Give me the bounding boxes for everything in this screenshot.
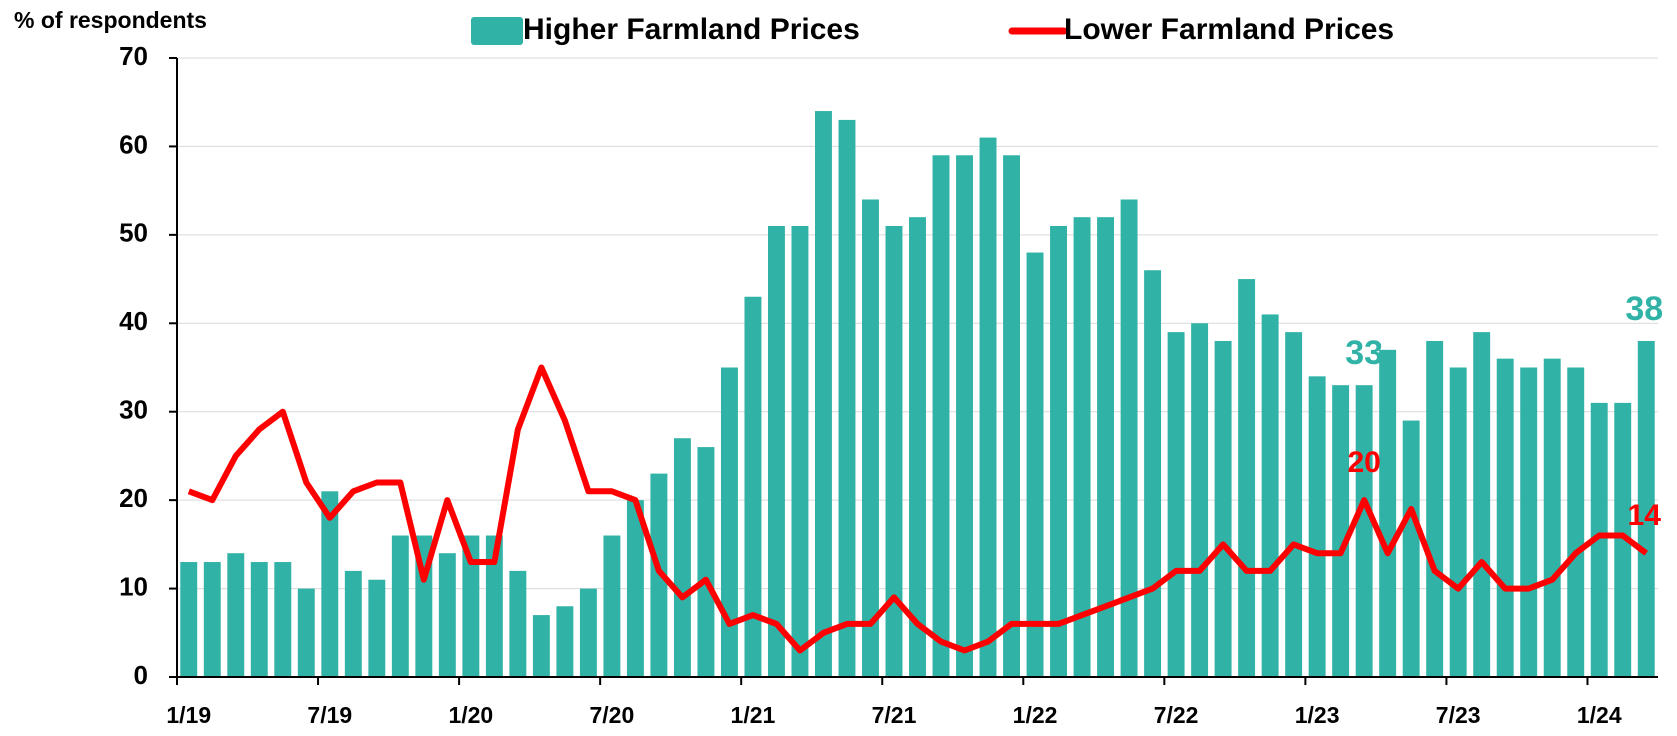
bar: [556, 606, 574, 677]
bar: [297, 588, 315, 677]
bar: [1308, 376, 1326, 677]
bar: [626, 500, 644, 677]
y-tick-label: 10: [119, 571, 148, 601]
x-tick-label: 1/22: [1013, 702, 1058, 728]
bar: [1567, 367, 1585, 677]
bar: [1449, 367, 1467, 677]
bar: [180, 562, 198, 677]
data-label: 14: [1628, 499, 1662, 532]
x-tick-label: 7/19: [307, 702, 352, 728]
bar: [1590, 402, 1608, 677]
bar: [368, 579, 386, 677]
x-tick-label: 7/20: [590, 702, 635, 728]
bar: [885, 226, 903, 677]
data-label: 20: [1347, 446, 1380, 479]
bar: [344, 570, 362, 677]
bar: [932, 155, 950, 677]
legend-label: Higher Farmland Prices: [523, 13, 860, 46]
bar: [1426, 340, 1444, 677]
bar: [1003, 155, 1020, 677]
bar: [579, 588, 597, 677]
bar: [1355, 385, 1373, 677]
y-tick-label: 50: [119, 218, 148, 248]
bar: [862, 199, 879, 677]
y-tick-label: 40: [119, 306, 148, 336]
bar: [956, 155, 973, 677]
bar: [1496, 358, 1514, 677]
bar: [909, 217, 926, 677]
bar: [838, 119, 856, 677]
bar: [697, 447, 715, 677]
bar: [485, 535, 503, 677]
bar: [744, 296, 762, 677]
bar: [391, 535, 409, 677]
bar: [1073, 217, 1091, 677]
bar: [250, 562, 268, 677]
bar: [1167, 332, 1185, 677]
bar: [1379, 349, 1397, 677]
y-tick-label: 0: [134, 660, 148, 690]
bar: [1144, 270, 1162, 677]
x-tick-label: 1/21: [731, 702, 776, 728]
bar: [438, 553, 456, 677]
data-label: 38: [1625, 290, 1663, 328]
x-tick-label: 1/24: [1577, 702, 1622, 728]
bar: [1050, 226, 1068, 677]
bar: [1332, 385, 1350, 677]
legend-swatch: [471, 17, 523, 45]
x-tick-label: 1/20: [448, 702, 493, 728]
bar: [1520, 367, 1538, 677]
y-axis-title: % of respondents: [14, 7, 207, 33]
bar: [673, 438, 691, 677]
bar: [1214, 340, 1232, 677]
bar: [1473, 332, 1491, 677]
x-tick-label: 7/22: [1154, 702, 1199, 728]
bar: [227, 553, 245, 677]
bar: [1261, 314, 1279, 677]
bar: [321, 491, 339, 677]
bar: [815, 111, 832, 678]
bar: [979, 137, 997, 678]
x-tick-label: 1/19: [166, 702, 211, 728]
bar: [767, 226, 785, 677]
bar: [1637, 340, 1655, 677]
bar: [274, 562, 292, 677]
legend-label: Lower Farmland Prices: [1064, 13, 1394, 46]
bar: [1402, 420, 1420, 677]
bar: [203, 562, 221, 677]
bar: [509, 570, 527, 677]
bar: [603, 535, 621, 677]
x-tick-label: 7/21: [872, 702, 917, 728]
bar: [462, 535, 480, 677]
bar: [1026, 252, 1044, 678]
bar: [1614, 402, 1632, 677]
bar: [791, 226, 809, 677]
bar: [1120, 199, 1138, 677]
y-tick-label: 70: [119, 41, 148, 71]
y-tick-label: 30: [119, 395, 148, 425]
data-label: 33: [1345, 334, 1383, 372]
bar: [720, 367, 738, 677]
line: [187, 364, 1649, 654]
bar: [1097, 217, 1115, 677]
bar: [532, 615, 550, 677]
x-tick-label: 7/23: [1436, 702, 1481, 728]
x-tick-label: 1/23: [1295, 702, 1340, 728]
bar: [1191, 323, 1209, 677]
y-tick-label: 60: [119, 129, 148, 159]
bar: [1543, 358, 1561, 677]
bar: [1285, 332, 1303, 677]
bar: [1238, 279, 1256, 677]
y-tick-label: 20: [119, 483, 148, 513]
